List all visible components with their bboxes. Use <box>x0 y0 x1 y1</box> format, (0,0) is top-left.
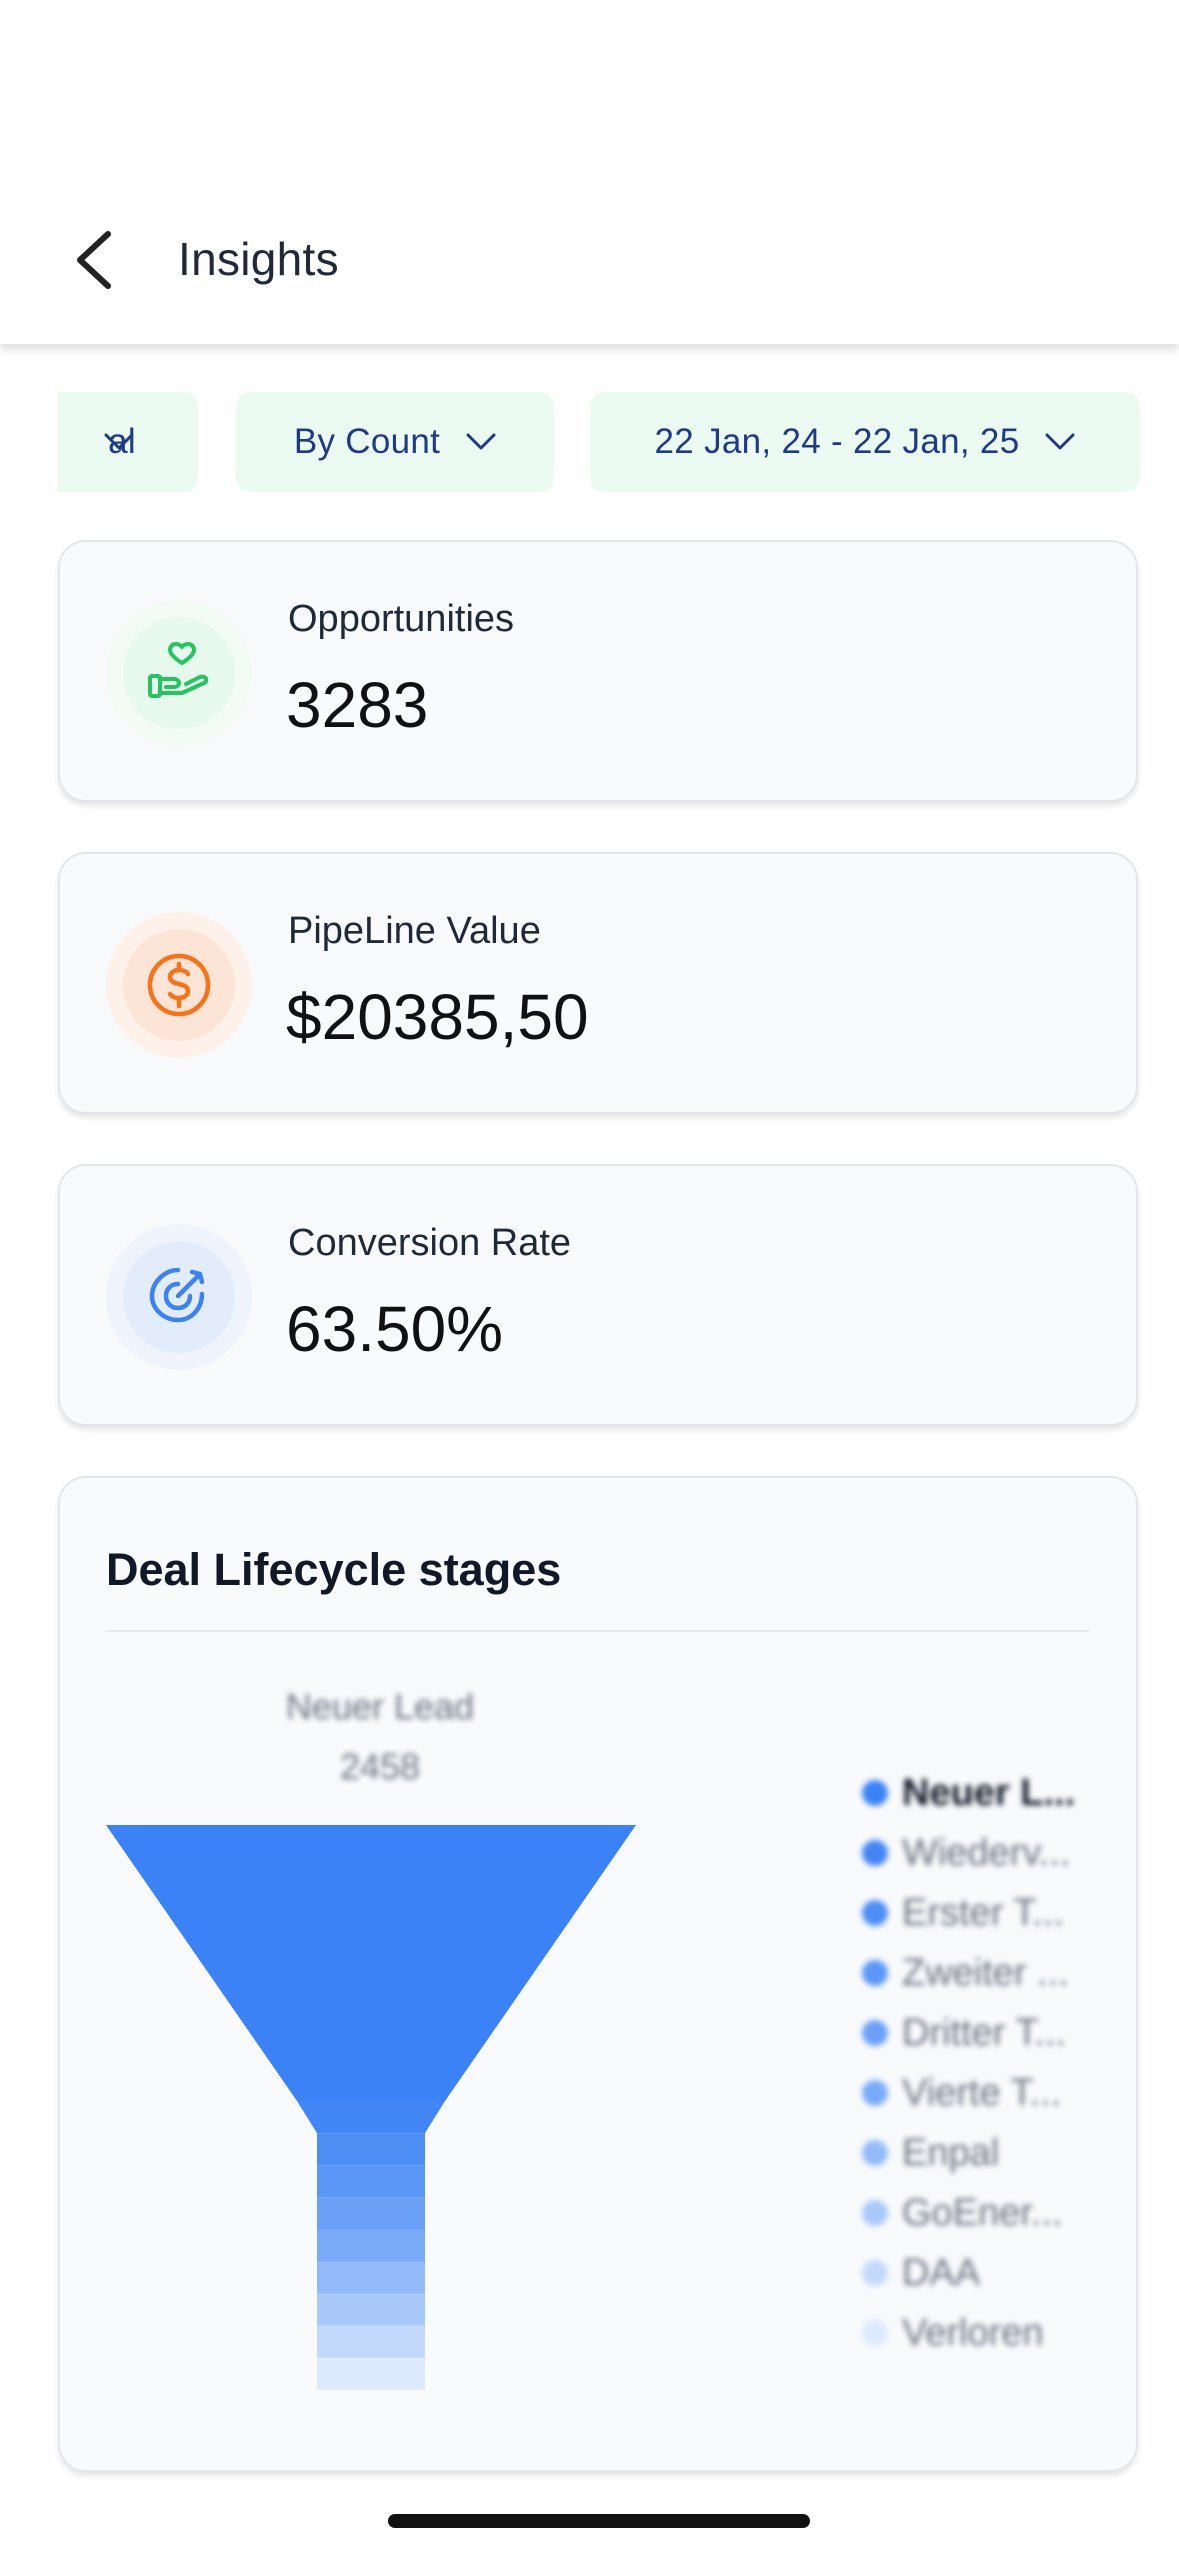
app-header: Insights <box>0 0 1179 344</box>
legend-label: Neuer L... <box>902 1771 1076 1814</box>
chevron-left-icon <box>77 231 111 289</box>
opportunities-icon-badge <box>106 600 252 746</box>
opportunities-label: Opportunities <box>288 598 515 640</box>
funnel-stage[interactable] <box>317 2293 425 2326</box>
legend-item[interactable]: Zweiter ... <box>862 1943 1075 2003</box>
funnel-chart <box>106 1825 636 2390</box>
legend-dot <box>862 2200 888 2226</box>
funnel-stage[interactable] <box>317 2133 425 2166</box>
legend-item[interactable]: GoEner... <box>862 2183 1075 2243</box>
legend-dot <box>862 1900 888 1926</box>
legend-dot <box>862 1780 888 1806</box>
legend-item[interactable]: DAA <box>862 2243 1075 2303</box>
funnel-top-label-value: 2458 <box>339 1746 421 1787</box>
legend-label: Erster T... <box>902 1891 1064 1934</box>
filter-chip-by-count[interactable]: By Count <box>236 392 554 492</box>
legend-label: Dritter T... <box>902 2011 1066 2054</box>
funnel-stage[interactable] <box>106 1825 636 2101</box>
legend-item[interactable]: Erster T... <box>862 1883 1075 1943</box>
page-title: Insights <box>178 233 339 285</box>
legend-label: GoEner... <box>902 2191 1063 2234</box>
filter-chip-date-range-label: 22 Jan, 24 - 22 Jan, 25 <box>654 422 1020 461</box>
chart-legend: Neuer L... Wiederv... Erster T... Zweiter .… <box>862 1763 1075 2363</box>
conversion-icon-badge <box>106 1224 252 1370</box>
legend-item[interactable]: Wiederv... <box>862 1823 1075 1883</box>
legend-item[interactable]: Vierte T... <box>862 2063 1075 2123</box>
funnel-top-label-name: Neuer Lead <box>285 1686 475 1727</box>
deal-lifecycle-card: Deal Lifecycle stages Neuer Lead 2458 Ne… <box>58 1476 1138 2472</box>
legend-dot <box>862 2140 888 2166</box>
conversion-rate-value: 63.50% <box>286 1293 504 1365</box>
legend-dot <box>862 1960 888 1986</box>
legend-label: Vierte T... <box>902 2071 1062 2114</box>
conversion-rate-label: Conversion Rate <box>288 1222 572 1264</box>
legend-dot <box>862 2260 888 2286</box>
hand-heart-icon <box>148 642 209 698</box>
funnel-stage[interactable] <box>317 2197 425 2230</box>
pipeline-value-card[interactable]: PipeLine Value $20385,50 <box>58 852 1138 1114</box>
legend-dot <box>862 1840 888 1866</box>
pipeline-icon-badge <box>106 912 252 1058</box>
opportunities-card[interactable]: Opportunities 3283 <box>58 540 1138 802</box>
funnel-stage[interactable] <box>317 2165 425 2198</box>
funnel-stage[interactable] <box>317 2229 425 2262</box>
legend-item[interactable]: Enpal <box>862 2123 1075 2183</box>
filter-scroll-edge <box>0 392 58 492</box>
back-button[interactable] <box>66 224 122 296</box>
funnel-stage[interactable] <box>317 2325 425 2358</box>
filter-chip-date-range[interactable]: 22 Jan, 24 - 22 Jan, 25 <box>590 392 1140 492</box>
legend-label: Wiederv... <box>902 1831 1071 1874</box>
chart-title: Deal Lifecycle stages <box>106 1544 562 1595</box>
filter-chip-type[interactable]: al <box>40 392 198 492</box>
funnel-stage[interactable] <box>317 2357 425 2390</box>
legend-dot <box>862 2320 888 2346</box>
legend-label: Zweiter ... <box>902 1951 1069 1994</box>
legend-item[interactable]: Neuer L... <box>862 1763 1075 1823</box>
legend-item[interactable]: Verloren <box>862 2303 1075 2363</box>
dollar-circle-icon <box>147 953 211 1017</box>
conversion-rate-card[interactable]: Conversion Rate 63.50% <box>58 1164 1138 1426</box>
pipeline-value-value: $20385,50 <box>286 981 589 1053</box>
legend-label: DAA <box>902 2251 981 2294</box>
chart-divider <box>106 1630 1090 1632</box>
chevron-down-icon <box>466 433 496 450</box>
legend-label: Verloren <box>902 2311 1044 2354</box>
legend-dot <box>862 2080 888 2106</box>
funnel-stage[interactable] <box>297 2101 445 2134</box>
funnel-stage[interactable] <box>317 2261 425 2294</box>
home-indicator <box>388 2514 810 2528</box>
opportunities-value: 3283 <box>286 669 429 741</box>
legend-dot <box>862 2020 888 2046</box>
legend-label: Enpal <box>902 2131 1000 2174</box>
legend-item[interactable]: Dritter T... <box>862 2003 1075 2063</box>
chevron-down-icon <box>104 433 134 450</box>
filter-chip-by-count-label: By Count <box>293 422 441 461</box>
target-arrow-icon <box>149 1267 205 1323</box>
pipeline-value-label: PipeLine Value <box>288 910 541 952</box>
chevron-down-icon <box>1045 433 1075 450</box>
filter-bar: al By Count 22 Jan, 24 - 22 Jan, 25 <box>0 392 1179 492</box>
